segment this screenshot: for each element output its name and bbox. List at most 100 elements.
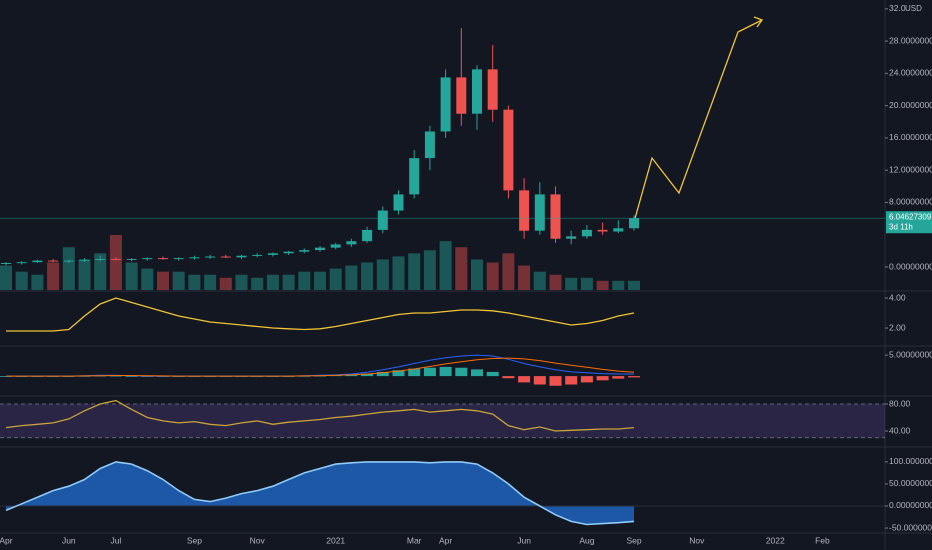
candle-body [346, 241, 357, 245]
x-tick-label: Sep [187, 535, 202, 545]
candle-body [110, 258, 121, 260]
volume-bar [376, 259, 389, 290]
candle-body [566, 236, 577, 239]
y-tick-label: 2.00 [889, 322, 906, 332]
x-tick-label: Sep [626, 535, 641, 545]
histogram-bar [533, 376, 546, 385]
candle-body [142, 258, 153, 260]
histogram-bar [109, 375, 122, 377]
volume-bar [251, 277, 264, 290]
volume-bar [94, 253, 107, 290]
x-tick-label: Mar [407, 535, 422, 545]
volume-bar [266, 274, 279, 290]
x-tick-label: Apr [439, 535, 452, 545]
candle-body [252, 254, 263, 256]
candle-body [16, 262, 27, 264]
currency: USD [905, 4, 922, 13]
histogram-bar [596, 376, 609, 381]
histogram-bar [612, 376, 625, 379]
histogram-bar [502, 376, 515, 379]
histogram-bar [423, 367, 436, 377]
histogram-bar [345, 374, 358, 377]
volume-bar [455, 247, 468, 290]
y-tick-label: 50.00000000 [889, 478, 932, 488]
candle-body [519, 190, 530, 231]
volume-bar [47, 262, 60, 290]
histogram-bar [361, 373, 374, 377]
volume-bar [596, 280, 609, 290]
volume-bar [612, 280, 625, 290]
histogram-bar [125, 376, 138, 377]
x-tick-label: Nov [250, 535, 266, 545]
histogram-bar [486, 371, 499, 377]
last-price-label: 6.04627309 [889, 212, 932, 221]
histogram-bar [408, 368, 421, 377]
candle-body [472, 69, 482, 114]
candle-body [581, 229, 592, 237]
volume-bar [565, 277, 578, 290]
volume-bar [125, 262, 138, 290]
volume-bar [345, 265, 358, 290]
x-tick-label: Apr [0, 535, 13, 545]
candle-body [409, 158, 420, 195]
x-tick-label: Nov [689, 535, 705, 545]
candle-body [550, 194, 561, 239]
candle-body [597, 229, 608, 232]
last-price-tag [886, 211, 932, 234]
volume-bar [423, 250, 436, 290]
candle-body [158, 258, 168, 260]
volume-bar [157, 271, 169, 290]
volume-bar [580, 277, 593, 290]
candle-body [95, 258, 106, 260]
line [6, 297, 635, 332]
countdown: 3d 11h [889, 222, 913, 231]
volume-bar [392, 256, 405, 290]
histogram-bar [549, 376, 562, 386]
area-line [5, 461, 635, 526]
volume-bar [486, 262, 499, 290]
candle-body [79, 259, 90, 261]
volume-bar [235, 274, 248, 290]
histogram-bar [565, 376, 578, 385]
candle-body [393, 194, 404, 211]
volume-bar [31, 274, 44, 290]
volume-bar [439, 241, 452, 290]
candle-body [440, 77, 451, 132]
y-tick-label: 20.00000000 [889, 100, 932, 110]
y-tick-label: 28.00000000 [889, 35, 932, 45]
x-tick-label: Jul [110, 535, 121, 545]
y-tick-label: 80.00 [889, 398, 911, 408]
projection-arrow [753, 16, 764, 28]
volume-bar [0, 265, 12, 290]
y-tick-label: 100.00000000 [889, 456, 932, 466]
volume-bar [282, 274, 295, 290]
volume-bar [533, 271, 546, 290]
y-tick-label: 4.00 [889, 292, 906, 302]
y-tick-label: 5.00000000 [889, 349, 932, 359]
candle-body [315, 247, 325, 251]
candle-body [267, 253, 278, 255]
candle-body [362, 229, 373, 242]
y-tick-label: 8.00000000 [889, 197, 932, 207]
candle-body [456, 77, 467, 114]
area-fill [6, 461, 634, 525]
histogram-bar [455, 367, 468, 377]
y-tick-label: 40.00 [889, 425, 911, 435]
histogram-bar [471, 369, 483, 377]
volume-bar [219, 277, 232, 290]
candle-body [299, 250, 310, 252]
x-tick-label: Jun [62, 535, 76, 545]
volume-bar [204, 274, 217, 290]
volume-bar [408, 253, 421, 290]
volume-bar [15, 271, 28, 290]
y-tick-label: 0.00000000 [889, 500, 932, 510]
histogram-bar [628, 376, 640, 378]
y-tick-label: 32.0 [889, 3, 906, 13]
x-tick-label: 2022 [766, 535, 785, 545]
volume-bar [172, 271, 185, 290]
candle-body [63, 260, 74, 262]
volume-bar [314, 271, 326, 290]
